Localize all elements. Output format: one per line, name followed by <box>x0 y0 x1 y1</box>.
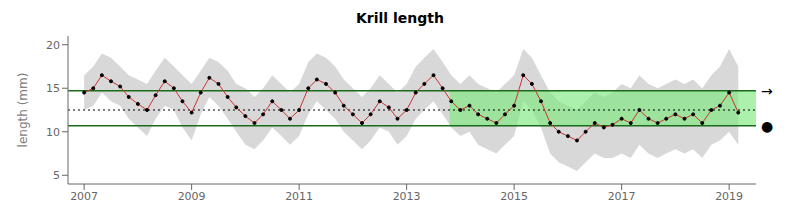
svg-text:length (mm): length (mm) <box>16 73 30 148</box>
svg-text:2007: 2007 <box>70 190 98 203</box>
svg-text:2015: 2015 <box>500 190 528 203</box>
svg-text:2013: 2013 <box>393 190 421 203</box>
svg-text:20: 20 <box>46 39 60 52</box>
svg-text:10: 10 <box>46 126 60 139</box>
svg-text:●: ● <box>761 118 773 134</box>
svg-text:2009: 2009 <box>178 190 206 203</box>
html-text:Krill length: Krill length <box>356 10 444 26</box>
svg-text:2017: 2017 <box>608 190 636 203</box>
svg-text:→: → <box>761 83 773 99</box>
svg-text:2011: 2011 <box>285 190 313 203</box>
svg-text:2019: 2019 <box>715 190 743 203</box>
svg-text:15: 15 <box>46 82 60 95</box>
svg-text:5: 5 <box>53 169 60 182</box>
